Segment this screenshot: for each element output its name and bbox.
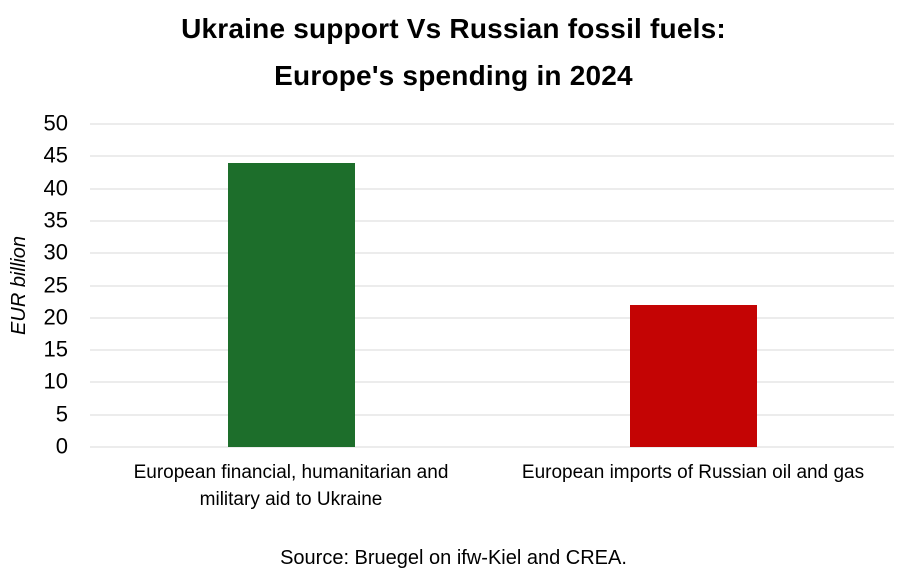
chart-title-line2: Europe's spending in 2024 (274, 60, 633, 91)
gridline (90, 285, 894, 286)
gridline (90, 188, 894, 190)
plot-area (90, 123, 894, 448)
gridline (90, 220, 894, 222)
x-category-label: European financial, humanitarian and mil… (133, 462, 449, 510)
bar-russian-fossil-imports (629, 304, 757, 447)
source-note: Source: Bruegel on ifw-Kiel and CREA. (280, 547, 627, 569)
chart-title-line1: Ukraine support Vs Russian fossil fuels: (181, 13, 726, 44)
gridline (90, 446, 894, 448)
y-tick-label: 50 (43, 110, 68, 136)
y-tick-label: 35 (43, 207, 68, 233)
y-tick-label: 40 (43, 175, 68, 201)
gridline (90, 252, 894, 254)
y-tick-label: 30 (43, 239, 68, 265)
gridline (90, 123, 894, 125)
y-tick-label: 0 (55, 433, 68, 459)
y-tick-label: 45 (43, 142, 68, 168)
x-category-label: European imports of Russian oil and gas (521, 462, 865, 483)
gridline (90, 349, 894, 351)
gridline (90, 414, 894, 416)
bar-ukraine-aid (227, 162, 355, 447)
gridline (90, 155, 894, 157)
y-axis-ticks: 0 5 10 15 20 25 30 35 40 45 50 (0, 110, 68, 458)
y-tick-label: 15 (43, 336, 68, 362)
y-tick-label: 5 (55, 401, 68, 427)
y-tick-label: 10 (43, 368, 68, 394)
chart-title: Ukraine support Vs Russian fossil fuels:… (0, 5, 907, 99)
gridline (90, 381, 894, 383)
gridline (90, 317, 894, 319)
y-tick-label: 20 (43, 304, 68, 330)
y-tick-label: 25 (43, 271, 68, 297)
x-axis-labels: European financial, humanitarian and mil… (90, 459, 894, 529)
